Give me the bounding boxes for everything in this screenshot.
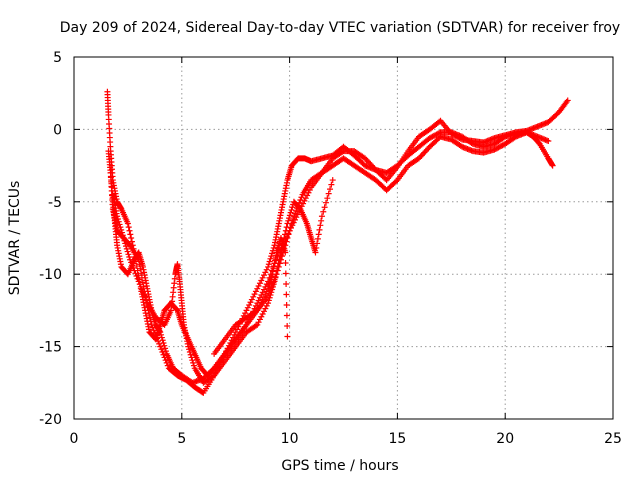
y-axis-label: SDTVAR / TECUs bbox=[7, 181, 23, 296]
y-tick-label: 0 bbox=[53, 122, 62, 138]
x-tick-label: 5 bbox=[177, 431, 186, 447]
data-marks bbox=[104, 88, 571, 396]
y-tick-label: -15 bbox=[39, 340, 62, 356]
x-tick-label: 15 bbox=[388, 431, 406, 447]
chart-title: Day 209 of 2024, Sidereal Day-to-day VTE… bbox=[60, 20, 620, 36]
series-track-1 bbox=[104, 88, 571, 379]
series-points bbox=[104, 88, 571, 379]
plot-border bbox=[73, 56, 614, 420]
x-tick-label: 20 bbox=[496, 431, 514, 447]
x-tick-label: 10 bbox=[281, 431, 299, 447]
series-track-5 bbox=[211, 235, 291, 357]
x-axis-label: GPS time / hours bbox=[281, 458, 398, 474]
x-tick-label: 0 bbox=[70, 431, 79, 447]
series-track-3 bbox=[107, 129, 556, 396]
series-points bbox=[107, 129, 556, 396]
y-tick-label: -20 bbox=[39, 412, 62, 428]
y-tick-label: -10 bbox=[39, 267, 62, 283]
series-points bbox=[211, 235, 291, 357]
axis-ticks: 0 5 10 15 20 25 -20 -15 -10 -5 0 5 bbox=[39, 50, 622, 447]
series-points bbox=[109, 177, 336, 386]
grid bbox=[74, 57, 613, 419]
y-tick-label: 5 bbox=[53, 50, 62, 66]
y-tick-label: -5 bbox=[48, 195, 62, 211]
series-track-4 bbox=[109, 177, 336, 386]
x-tick-label: 25 bbox=[604, 431, 622, 447]
